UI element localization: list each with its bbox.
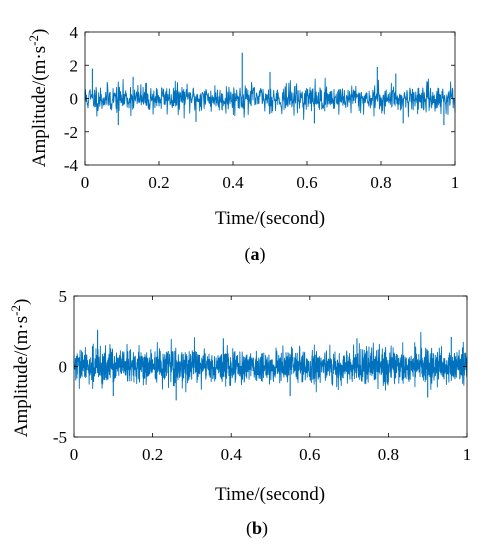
- x-tick-label: 0: [70, 445, 79, 464]
- panel-a-spikes: [91, 52, 445, 126]
- x-tick-label: 0.2: [142, 445, 163, 464]
- x-tick-label: 1: [463, 445, 472, 464]
- y-tick-label: 2: [70, 56, 79, 75]
- x-tick-label: 0.8: [378, 445, 399, 464]
- panel-a: 0 0.2 0.4 0.6 0.8 1 -4 -2 0 2 4 Time/(second) Amp…: [26, 23, 459, 265]
- panel-a-x-ticks: 0 0.2 0.4 0.6 0.8 1: [81, 32, 460, 192]
- y-tick-label: 4: [70, 23, 79, 42]
- panel-a-y-axis-label: Amplitude/(m·s-2): [26, 29, 50, 168]
- panel-b-y-axis-label: Amplitude/(m·s-2): [8, 299, 32, 438]
- panel-a-y-ticks: -4 -2 0 2 4: [64, 23, 455, 175]
- x-tick-label: 0.4: [222, 173, 244, 192]
- x-tick-label: 0.6: [299, 445, 320, 464]
- panel-b: 0 0.2 0.4 0.6 0.8 1 -505 Time/(second) Amplit…: [8, 287, 471, 539]
- y-tick-label: -2: [64, 123, 78, 142]
- x-tick-label: 0.8: [370, 173, 391, 192]
- panel-a-series: [84, 52, 456, 126]
- x-tick-label: 0: [81, 173, 90, 192]
- y-tick-label: 5: [59, 287, 68, 306]
- panel-a-signal-line: [84, 77, 456, 120]
- x-tick-label: 0.6: [296, 173, 317, 192]
- panel-a-x-axis-label: Time/(second): [215, 208, 325, 229]
- panel-b-caption: (b): [246, 518, 268, 539]
- y-tick-label: -5: [53, 428, 67, 447]
- panel-b-x-ticks: 0 0.2 0.4 0.6 0.8 1: [70, 296, 472, 464]
- y-tick-label: 0: [70, 90, 79, 109]
- panel-b-x-axis-label: Time/(second): [215, 484, 325, 505]
- y-tick-label: 0: [59, 358, 68, 377]
- x-tick-label: 0.4: [221, 445, 243, 464]
- y-tick-label: -4: [64, 156, 79, 175]
- x-tick-label: 0.2: [148, 173, 169, 192]
- panel-a-caption: (a): [245, 244, 266, 265]
- panel-b-spikes: [97, 329, 452, 401]
- panel-b-y-ticks: -5 0 5: [53, 287, 467, 447]
- panel-b-signal-line: [73, 331, 468, 393]
- panel-b-series: [73, 329, 468, 401]
- x-tick-label: 1: [451, 173, 460, 192]
